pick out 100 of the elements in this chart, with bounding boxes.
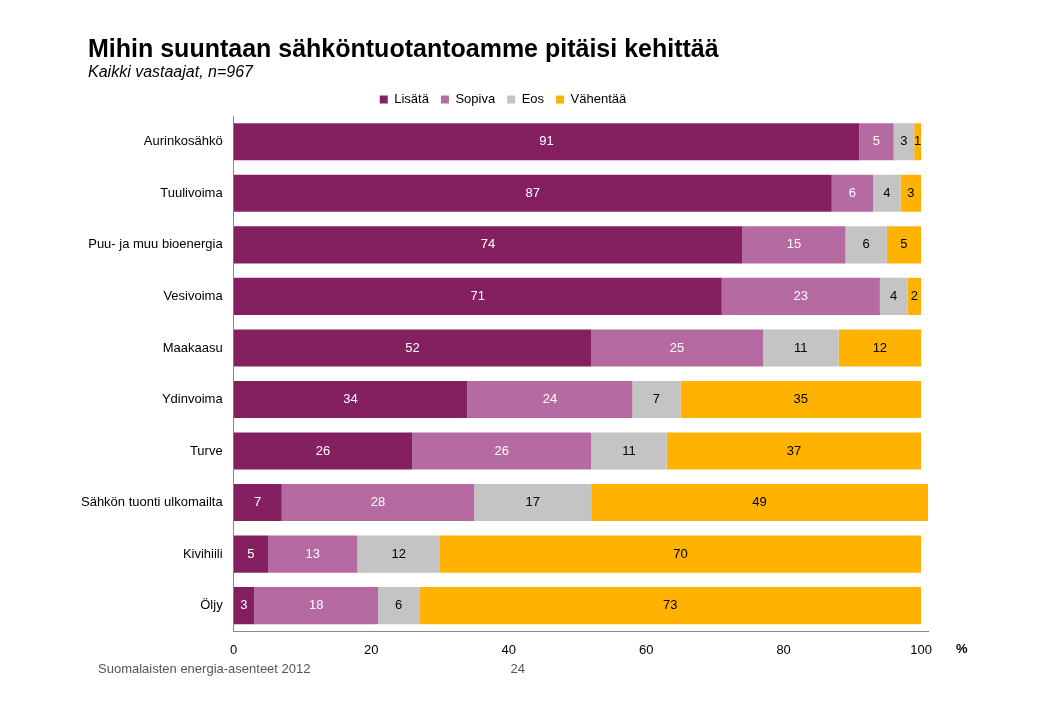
data-label: 37	[786, 442, 802, 458]
data-label: 24	[542, 391, 558, 407]
y-tick-label: Vesivoima	[163, 287, 224, 303]
chart-subtitle: Kaikki vastaajat, n=967	[88, 63, 255, 81]
legend-label: Vähentää	[570, 91, 628, 107]
x-tick-label: 100	[910, 641, 932, 657]
data-label: 1	[914, 133, 922, 149]
data-label: 70	[673, 545, 688, 561]
bar	[666, 432, 922, 470]
bar	[763, 329, 839, 367]
bar	[900, 174, 922, 212]
bar	[914, 123, 922, 161]
data-label: 12	[872, 339, 888, 355]
data-label: 3	[907, 184, 915, 200]
bar	[233, 174, 832, 212]
bar	[412, 432, 592, 470]
bar	[632, 380, 681, 419]
bar	[281, 484, 475, 522]
text: Suomalaisten energia-asenteet 2012	[98, 661, 311, 676]
data-label: 26	[494, 442, 509, 458]
bar	[845, 226, 887, 264]
data-label: 7	[652, 391, 661, 407]
data-label: 91	[539, 133, 554, 149]
data-label: 73	[662, 597, 678, 613]
bar	[233, 432, 413, 470]
y-tick-label: Maakaasu	[162, 339, 223, 355]
data-label: 25	[669, 339, 685, 355]
data-label: 26	[315, 442, 331, 458]
bar	[591, 484, 928, 522]
data-label: 35	[793, 391, 809, 407]
bar	[233, 226, 743, 264]
text: 24	[510, 661, 525, 676]
y-tick-label: Sähkön tuonti ulkomailta	[80, 494, 224, 510]
y-tick-label: Puu- ja muu bioenergia	[88, 236, 224, 252]
bar	[439, 535, 922, 573]
bar	[838, 329, 922, 367]
data-label: 11	[794, 339, 808, 355]
x-tick-label: 40	[501, 641, 516, 657]
data-label: 17	[525, 494, 540, 510]
bar	[467, 380, 633, 419]
x-tick-label: 20	[363, 641, 379, 657]
data-label: 11	[622, 442, 636, 458]
data-label: 71	[470, 287, 485, 303]
bar	[831, 174, 873, 212]
data-label: 5	[247, 545, 255, 561]
x-axis-title: %	[956, 640, 968, 656]
data-label: 52	[405, 339, 420, 355]
bar	[233, 587, 255, 625]
x-tick-label: 80	[776, 641, 791, 657]
data-label: 12	[391, 545, 406, 561]
data-label: 87	[525, 184, 540, 200]
data-label: 15	[786, 236, 802, 252]
bar	[591, 329, 763, 367]
bar	[721, 277, 880, 315]
bar	[474, 484, 592, 522]
data-label: 4	[890, 287, 898, 303]
bar	[233, 123, 860, 161]
data-label: 49	[752, 494, 767, 510]
data-label: 6	[862, 236, 870, 252]
bar	[859, 123, 894, 161]
bar	[907, 277, 922, 315]
y-tick-label: Kivihiili	[182, 545, 223, 561]
data-label: 3	[240, 597, 248, 613]
bar	[233, 277, 722, 315]
bar	[357, 535, 440, 573]
bar	[893, 123, 915, 161]
data-label: 5	[872, 133, 881, 149]
y-tick-label: Aurinkosähkö	[143, 133, 223, 149]
y-tick-label: Ydinvoima	[161, 391, 224, 407]
bar	[254, 587, 379, 625]
y-tick-label: Öljy	[200, 597, 224, 613]
bar	[378, 587, 420, 625]
x-tick-label: 60	[638, 641, 654, 657]
bar	[879, 277, 908, 315]
data-label: 34	[343, 391, 358, 407]
bar	[873, 174, 901, 212]
bar	[233, 535, 269, 573]
legend-label: Eos	[521, 91, 545, 107]
bar	[742, 226, 846, 264]
data-label: 7	[254, 494, 262, 510]
chart-title: Mihin suuntaan sähköntuotantoamme pitäisi kehittää	[88, 34, 720, 63]
data-label: 6	[848, 184, 856, 200]
data-label: 4	[883, 184, 891, 200]
data-label: 28	[370, 494, 386, 510]
bar	[233, 484, 282, 522]
data-label: 18	[308, 597, 324, 613]
bar	[680, 380, 922, 419]
bar	[886, 226, 922, 264]
legend-label: Sopiva	[455, 91, 496, 107]
data-label: 23	[793, 287, 809, 303]
bar	[233, 380, 468, 419]
legend-label: Lisätä	[394, 91, 430, 107]
bar	[268, 535, 358, 573]
y-tick-label: Turve	[189, 442, 223, 458]
data-label: 6	[395, 597, 403, 613]
data-label: 74	[480, 236, 496, 252]
bar	[419, 587, 922, 625]
bar	[233, 329, 592, 367]
data-label: 2	[910, 287, 918, 303]
y-tick-label: Tuulivoima	[160, 184, 224, 200]
